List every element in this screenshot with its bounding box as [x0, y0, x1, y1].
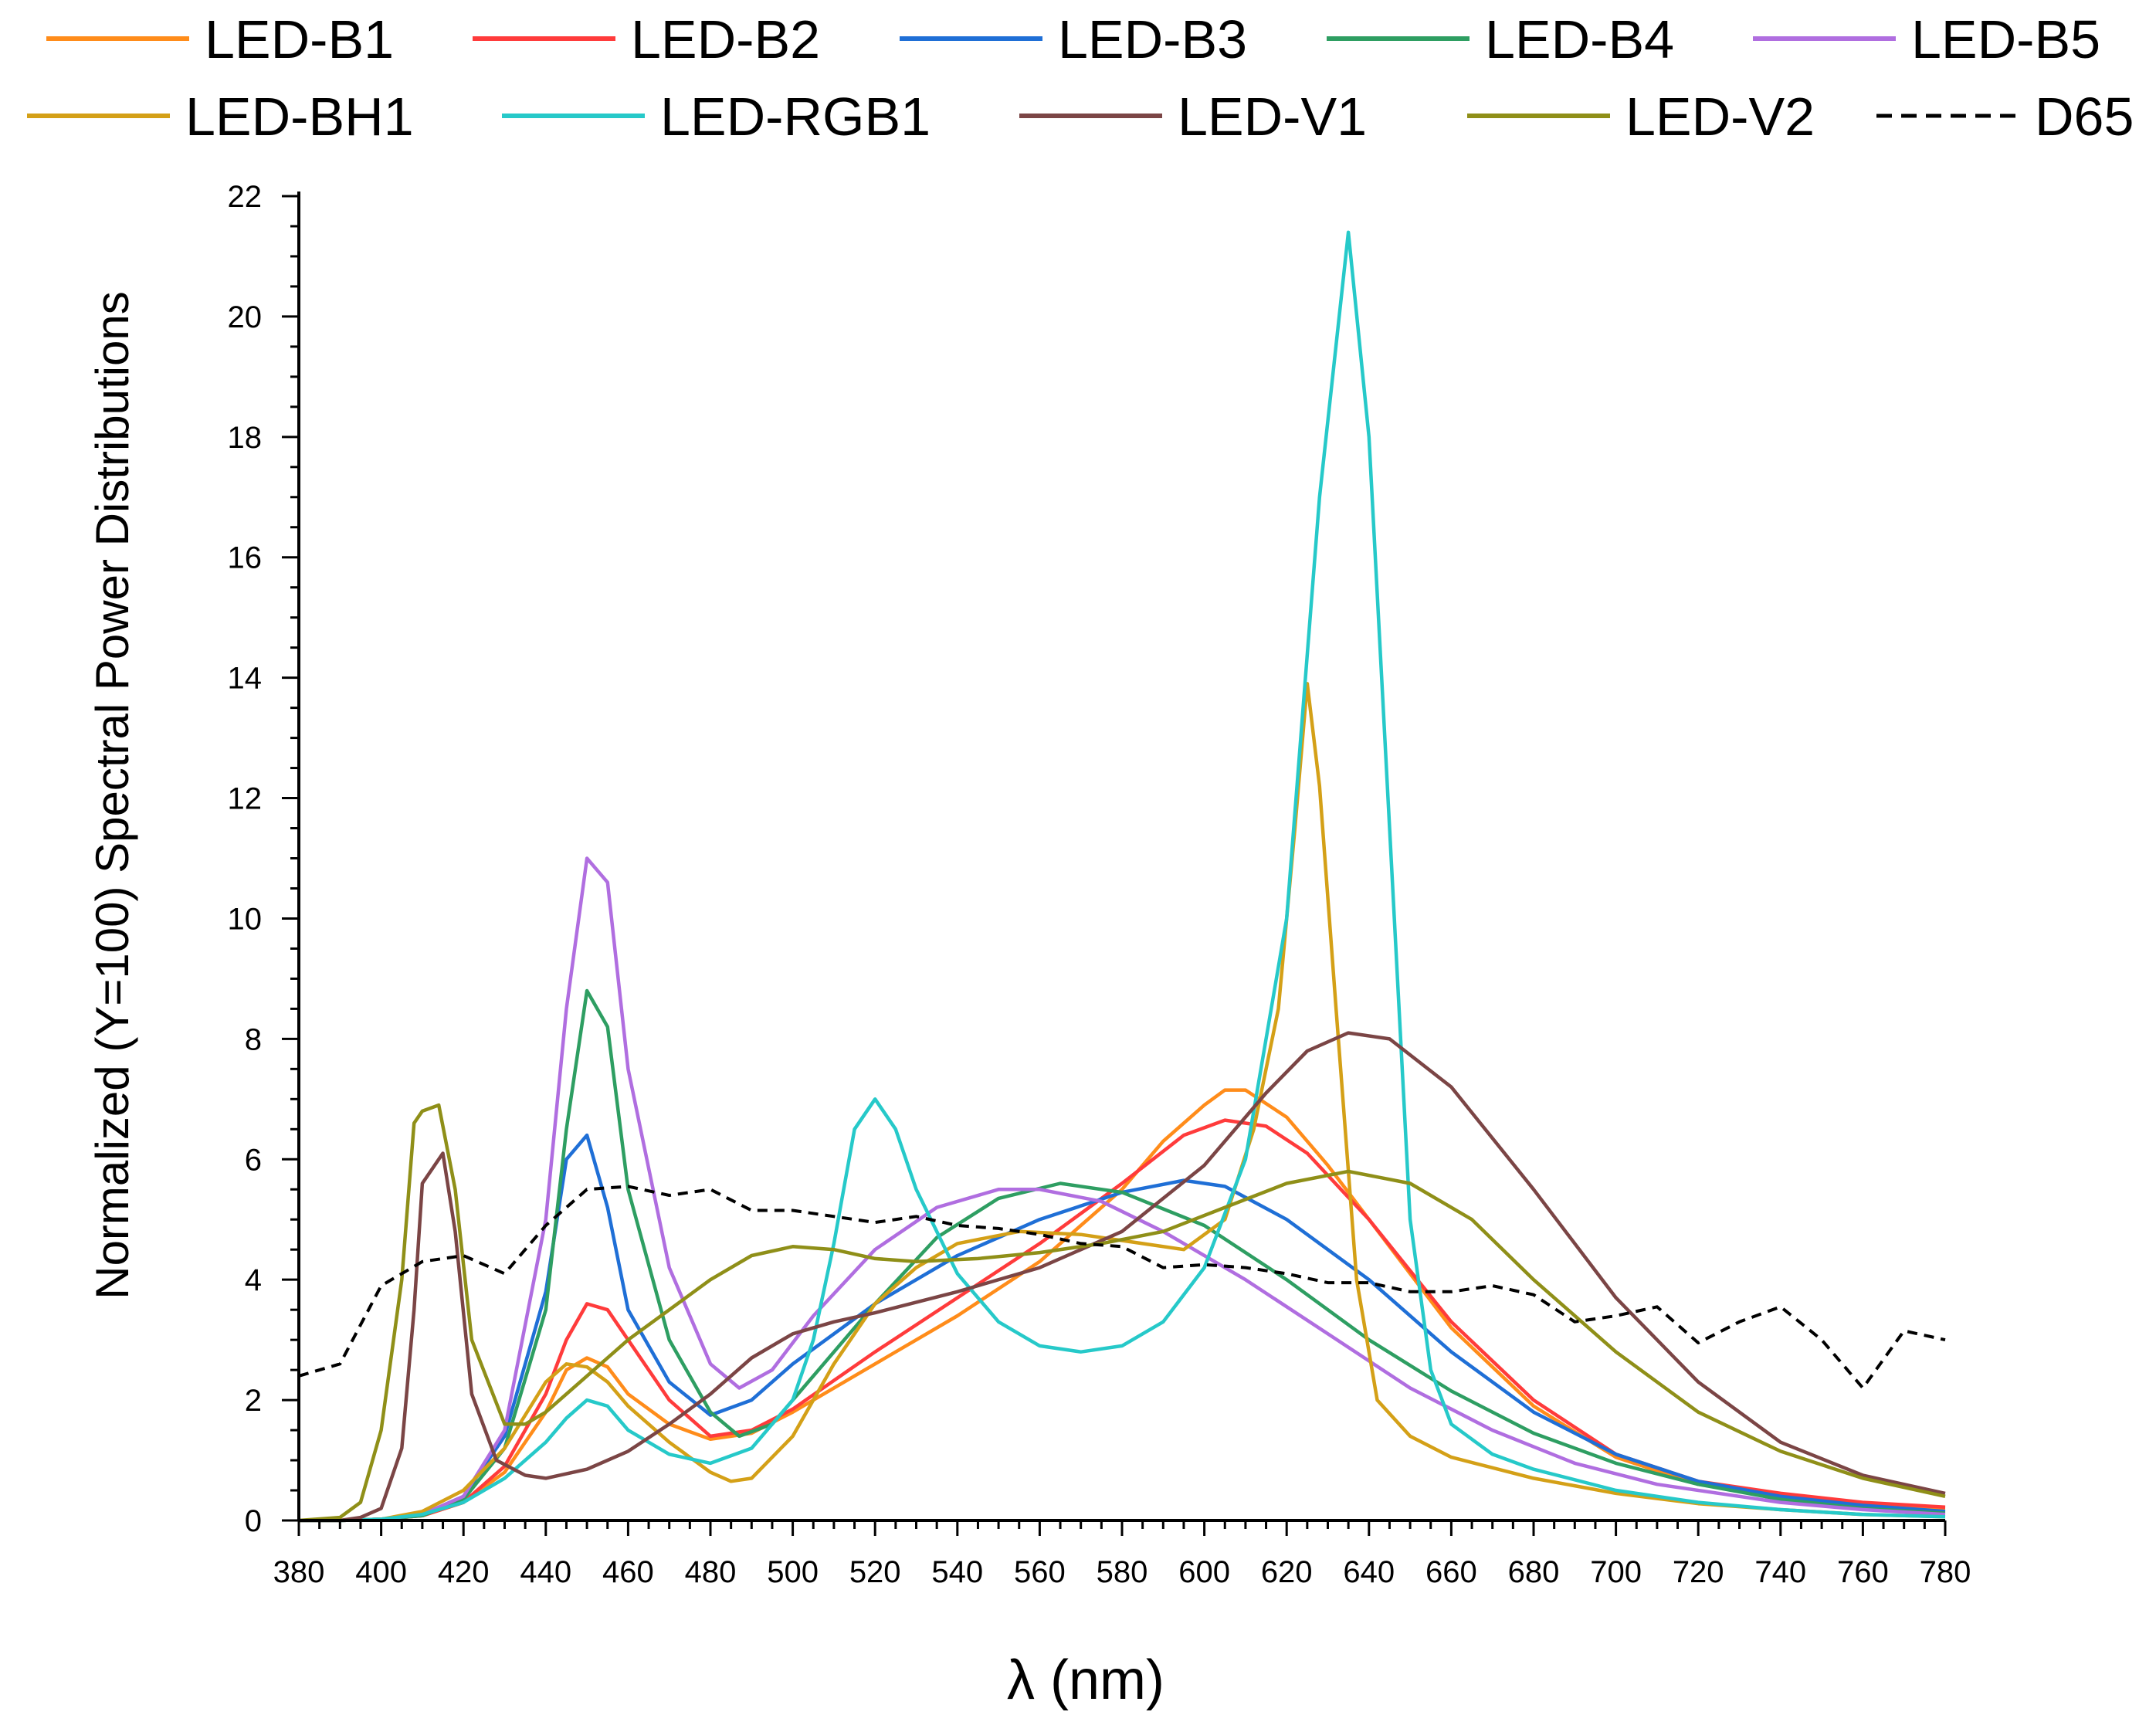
x-tick-label: 380: [273, 1555, 325, 1589]
legend-item-led-b3: LED-B3: [900, 9, 1247, 69]
x-tick-label: 720: [1673, 1555, 1724, 1589]
series-line-led-v2: [298, 1103, 1946, 1523]
legend-item-led-v2: LED-V2: [1467, 86, 1815, 147]
x-tick-label: 620: [1261, 1555, 1313, 1589]
legend-label: LED-BH1: [185, 86, 414, 147]
series-line-led-b5: [299, 856, 1946, 1523]
axes: 380 400 420 440 460 480 500 520 540 560 580 600 620 6…: [228, 180, 1971, 1589]
x-tick-label: 640: [1343, 1555, 1395, 1589]
x-tick-label: 780: [1920, 1555, 1971, 1589]
legend-item-d65: D65: [1876, 86, 2134, 147]
series-line-led-rgb1: [299, 230, 1946, 1523]
series-line-led-b2: [299, 1118, 1946, 1523]
series-line-d65: [298, 1185, 1946, 1390]
legend-item-led-b1: LED-B1: [46, 9, 394, 69]
legend-label: LED-V2: [1625, 86, 1815, 147]
x-tick-label: 460: [602, 1555, 654, 1589]
legend-label: LED-V1: [1178, 86, 1367, 147]
y-tick-label: 0: [245, 1504, 262, 1538]
y-tick-label: 6: [245, 1143, 262, 1177]
y-tick-label: 10: [228, 902, 263, 936]
legend: LED-B1 LED-B2 LED-B3 LED-B4 LED-B5 LED-BH1 LED…: [27, 9, 2134, 147]
y-tick-label: 22: [228, 180, 263, 214]
x-tick-label: 440: [520, 1555, 571, 1589]
legend-item-led-v1: LED-V1: [1019, 86, 1367, 147]
legend-item-led-b2: LED-B2: [473, 9, 820, 69]
y-tick-label: 12: [228, 782, 263, 816]
x-tick-label: 580: [1097, 1555, 1148, 1589]
legend-label: LED-B2: [631, 9, 820, 69]
y-tick-label: 8: [245, 1022, 262, 1056]
x-axis-title: λ (nm): [1007, 1649, 1164, 1711]
y-tick-label: 18: [228, 421, 263, 455]
legend-label: LED-B1: [205, 9, 394, 69]
x-tick-label: 760: [1837, 1555, 1889, 1589]
x-tick-label: 740: [1754, 1555, 1806, 1589]
y-tick-label: 14: [228, 662, 263, 696]
series-line-led-v1: [299, 1031, 1946, 1523]
series-line-led-b3: [299, 1133, 1946, 1523]
x-tick-label: 680: [1508, 1555, 1560, 1589]
legend-label: LED-B3: [1058, 9, 1247, 69]
legend-label: D65: [2035, 86, 2134, 147]
x-tick-label: 700: [1590, 1555, 1642, 1589]
legend-label: LED-B4: [1485, 9, 1674, 69]
y-tick-label: 20: [228, 300, 263, 334]
legend-item-led-bh1: LED-BH1: [27, 86, 414, 147]
x-tick-label: 500: [767, 1555, 819, 1589]
x-tick-label: 480: [685, 1555, 737, 1589]
x-tick-label: 600: [1178, 1555, 1230, 1589]
y-tick-label: 2: [245, 1384, 262, 1418]
legend-label: LED-B5: [1911, 9, 2100, 69]
x-tick-label: 560: [1014, 1555, 1066, 1589]
x-tick-label: 520: [849, 1555, 901, 1589]
legend-label: LED-RGB1: [660, 86, 931, 147]
x-tick-label: 400: [355, 1555, 407, 1589]
plot-area: [298, 230, 1946, 1523]
series-line-led-b1: [299, 1088, 1946, 1523]
legend-item-led-b5: LED-B5: [1753, 9, 2100, 69]
y-axis-title: Normalized (Y=100) Spectral Power Distri…: [86, 291, 138, 1300]
y-tick-label: 16: [228, 541, 263, 575]
legend-item-led-rgb1: LED-RGB1: [502, 86, 931, 147]
x-tick-label: 540: [931, 1555, 983, 1589]
x-tick-label: 420: [438, 1555, 490, 1589]
y-tick-label: 4: [245, 1263, 262, 1297]
legend-item-led-b4: LED-B4: [1327, 9, 1674, 69]
x-tick-label: 660: [1425, 1555, 1477, 1589]
